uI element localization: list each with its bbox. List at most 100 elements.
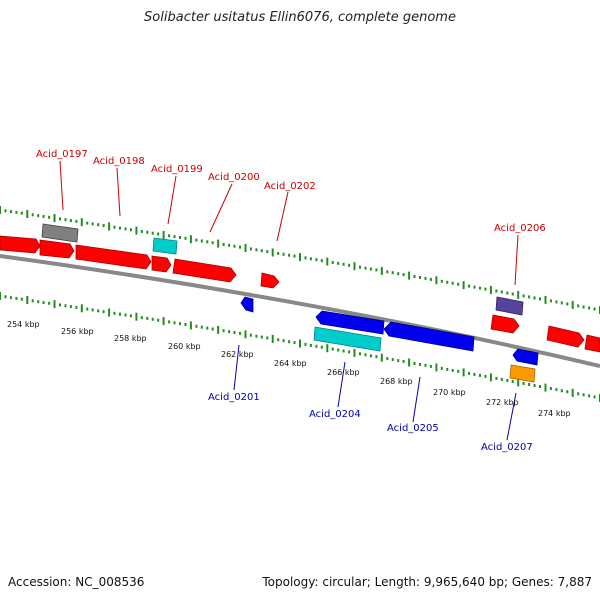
scale-tick-major [326, 257, 329, 266]
tick-label: 270 kbp [433, 388, 466, 397]
scale-tick-dot [549, 299, 552, 303]
scale-tick-dot [64, 218, 67, 222]
scale-tick-dot [397, 359, 400, 363]
scale-tick-dot [206, 240, 209, 244]
scale-tick-dot [386, 357, 389, 361]
scale-tick-dot [140, 316, 143, 320]
scale-tick-dot [20, 297, 23, 301]
gene-forward[interactable] [75, 244, 152, 270]
scale-tick-dot [528, 383, 531, 386]
scale-tick-dot [31, 299, 34, 303]
scale-tick-dot [97, 223, 100, 227]
scale-tick-dot [484, 374, 487, 378]
scale-tick-dot [37, 214, 40, 218]
gene-reverse[interactable] [240, 296, 254, 313]
tick-label: 266 kbp [327, 368, 360, 377]
scale-tick-dot [522, 382, 525, 385]
scale-tick-dot [413, 362, 416, 365]
scale-tick-dot [151, 231, 154, 235]
gene-label-acid-0205[interactable]: Acid_0205 [387, 423, 439, 434]
scale-tick-dot [233, 331, 236, 334]
gene-label-acid-0197[interactable]: Acid_0197 [36, 149, 88, 160]
scale-tick-dot [20, 211, 23, 215]
gene-forward[interactable] [151, 255, 172, 273]
gene-forward[interactable] [584, 334, 600, 353]
gene-forward[interactable] [546, 325, 585, 348]
gene-forward[interactable] [260, 272, 280, 289]
scale-tick-major [271, 334, 274, 343]
scale-tick-dot [249, 247, 252, 251]
scale-tick-dot [484, 287, 487, 291]
scale-tick-dot [102, 224, 105, 228]
gene-forward[interactable] [490, 314, 520, 334]
gene-label-acid-0200[interactable]: Acid_0200 [208, 172, 260, 183]
gene-label-acid-0207[interactable]: Acid_0207 [481, 442, 533, 453]
scale-tick-dot [320, 345, 323, 349]
gene-label-acid-0204[interactable]: Acid_0204 [309, 409, 361, 420]
scale-tick-dot [555, 388, 558, 392]
scale-tick-dot [168, 320, 171, 324]
scale-tick-dot [124, 313, 127, 317]
forward-genes [0, 223, 600, 353]
scale-tick-dot [75, 219, 78, 223]
scale-tick-major [435, 276, 438, 285]
gene-reverse[interactable] [383, 321, 475, 352]
scale-tick-dot [91, 222, 94, 226]
scale-tick-dot [539, 297, 541, 301]
scale-tick-major [517, 291, 520, 299]
scale-tick-major [217, 325, 220, 334]
tick-label: 264 kbp [274, 359, 307, 368]
scale-tick-dot [157, 232, 160, 236]
scale-tick-major [380, 266, 383, 275]
scale-tick-dot [359, 352, 361, 356]
accession-text: Accession: NC_008536 [8, 575, 145, 589]
gene-feature-cyan[interactable] [152, 237, 178, 255]
gene-label-acid-0199[interactable]: Acid_0199 [151, 164, 203, 175]
scale-tick-dot [593, 307, 596, 311]
gene-reverse[interactable] [315, 310, 385, 335]
scale-tick-major [462, 281, 465, 290]
gene-reverse[interactable] [512, 348, 539, 366]
scale-tick-dot [228, 243, 231, 247]
forward-gene-labels: Acid_0197 Acid_0198 Acid_0199 Acid_0200 … [36, 149, 546, 286]
scale-tick-major [217, 239, 220, 248]
scale-tick-dot [468, 284, 471, 288]
scale-tick-dot [124, 227, 127, 231]
forward-scale-dots [0, 206, 600, 314]
scale-tick-dot [119, 312, 121, 316]
scale-tick-major [489, 373, 492, 382]
scale-tick-dot [495, 289, 498, 293]
gene-feature-grey[interactable] [41, 223, 79, 243]
tick-label: 260 kbp [168, 342, 201, 351]
scale-tick-dot [233, 244, 236, 248]
gene-forward[interactable] [39, 239, 75, 259]
scale-tick-dot [129, 228, 132, 232]
gene-feature-cyan[interactable] [313, 326, 382, 352]
scale-tick-dot [593, 395, 596, 399]
scale-tick-major [80, 304, 83, 313]
gene-label-acid-0201[interactable]: Acid_0201 [208, 392, 260, 403]
scale-tick-dot [386, 270, 389, 274]
scale-tick-dot [195, 324, 198, 328]
scale-tick-dot [446, 367, 449, 371]
scale-tick-major [435, 363, 438, 372]
gene-label-acid-0202[interactable]: Acid_0202 [264, 181, 316, 192]
gene-label-acid-0206[interactable]: Acid_0206 [494, 223, 546, 234]
gene-label-acid-0198[interactable]: Acid_0198 [93, 156, 145, 167]
scale-tick-dot [331, 347, 334, 351]
scale-tick-dot [566, 302, 569, 306]
reverse-genes [240, 296, 539, 383]
scale-tick-dot [533, 296, 536, 300]
scale-tick-dot [457, 282, 460, 286]
scale-tick-dot [277, 251, 280, 255]
scale-tick-dot [37, 300, 40, 304]
gene-feature-orange[interactable] [509, 364, 536, 383]
scale-tick-dot [222, 243, 225, 246]
gene-forward[interactable] [172, 258, 237, 283]
gene-forward[interactable] [0, 235, 41, 254]
scale-tick-dot [146, 316, 149, 320]
gene-feature-purple[interactable] [495, 296, 524, 316]
scale-tick-dot [397, 272, 400, 276]
scale-tick-major [244, 330, 247, 339]
scale-tick-major [489, 286, 492, 294]
